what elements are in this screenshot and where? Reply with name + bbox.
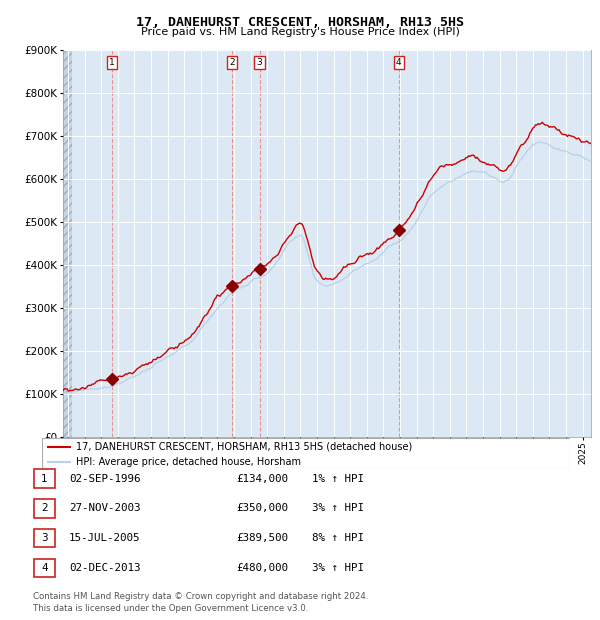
Text: 17, DANEHURST CRESCENT, HORSHAM, RH13 5HS (detached house): 17, DANEHURST CRESCENT, HORSHAM, RH13 5H… xyxy=(76,441,413,452)
Text: 02-DEC-2013: 02-DEC-2013 xyxy=(69,563,140,573)
Text: 2: 2 xyxy=(230,58,235,67)
Text: 8% ↑ HPI: 8% ↑ HPI xyxy=(312,533,364,543)
Text: 1: 1 xyxy=(109,58,115,67)
Text: 2: 2 xyxy=(41,503,48,513)
Text: Contains HM Land Registry data © Crown copyright and database right 2024.: Contains HM Land Registry data © Crown c… xyxy=(33,592,368,601)
Text: 4: 4 xyxy=(41,563,48,573)
Text: This data is licensed under the Open Government Licence v3.0.: This data is licensed under the Open Gov… xyxy=(33,603,308,613)
Text: 17, DANEHURST CRESCENT, HORSHAM, RH13 5HS: 17, DANEHURST CRESCENT, HORSHAM, RH13 5H… xyxy=(136,16,464,29)
Text: 3: 3 xyxy=(41,533,48,543)
Text: HPI: Average price, detached house, Horsham: HPI: Average price, detached house, Hors… xyxy=(76,456,301,467)
Text: 3: 3 xyxy=(257,58,262,67)
Text: £134,000: £134,000 xyxy=(236,474,288,484)
Text: 1% ↑ HPI: 1% ↑ HPI xyxy=(312,474,364,484)
Text: £350,000: £350,000 xyxy=(236,503,288,513)
Text: 02-SEP-1996: 02-SEP-1996 xyxy=(69,474,140,484)
Text: 4: 4 xyxy=(396,58,401,67)
Text: 15-JUL-2005: 15-JUL-2005 xyxy=(69,533,140,543)
Text: Price paid vs. HM Land Registry's House Price Index (HPI): Price paid vs. HM Land Registry's House … xyxy=(140,27,460,37)
Bar xyxy=(63,50,72,437)
Text: £480,000: £480,000 xyxy=(236,563,288,573)
Text: 3% ↑ HPI: 3% ↑ HPI xyxy=(312,563,364,573)
Text: 27-NOV-2003: 27-NOV-2003 xyxy=(69,503,140,513)
Text: 1: 1 xyxy=(41,474,48,484)
Text: £389,500: £389,500 xyxy=(236,533,288,543)
Text: 3% ↑ HPI: 3% ↑ HPI xyxy=(312,503,364,513)
